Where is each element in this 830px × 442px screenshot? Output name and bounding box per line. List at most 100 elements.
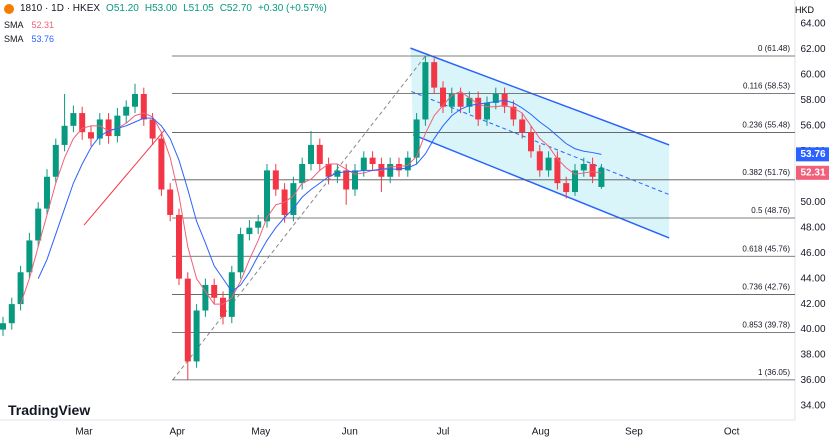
price-badge-label: 52.31 [800, 167, 825, 178]
candle-body [422, 62, 429, 120]
x-tick-label: Jun [342, 427, 358, 438]
candle-body [369, 157, 376, 165]
header: 1810 · 1D · HKEX O51.20 H53.00 L51.05 C5… [4, 3, 327, 14]
legend-value: 53.76 [31, 34, 55, 44]
candle-body [255, 221, 262, 228]
candle-body [413, 119, 420, 158]
candle-body [360, 157, 367, 171]
candle-body [79, 113, 86, 133]
ohlc-close: C52.70 [219, 3, 252, 14]
candle-body [237, 234, 244, 273]
ohlc-low: L51.05 [183, 3, 214, 14]
fib-label: 0.236 (55.48) [742, 121, 790, 130]
x-tick-label: Apr [169, 427, 185, 438]
candle-body [545, 157, 552, 171]
candle-body [193, 310, 200, 362]
candle-body [431, 62, 438, 88]
candle-body [105, 119, 112, 137]
candle-body [387, 164, 394, 177]
x-tick-label: Sep [625, 427, 643, 438]
candle-body [492, 93, 499, 103]
legend-entry[interactable]: SMA 53.76 [4, 34, 54, 44]
y-tick-label: 58.00 [800, 95, 825, 106]
candle-body [457, 93, 464, 107]
candle-body [404, 157, 411, 171]
candle-body [158, 138, 165, 190]
candle-body [140, 93, 147, 120]
channel-lower [412, 134, 670, 239]
candle-body [0, 323, 6, 330]
fib-label: 0.853 (39.78) [742, 320, 790, 329]
trendline [83, 129, 166, 226]
candle-body [589, 164, 596, 177]
fib-label: 0.382 (51.76) [742, 168, 790, 177]
price-badge [796, 165, 829, 180]
y-tick-label: 56.00 [800, 120, 825, 131]
fib-label: 0.618 (45.76) [742, 244, 790, 253]
y-tick-label: 46.00 [800, 248, 825, 259]
y-tick-label: 48.00 [800, 222, 825, 233]
candle-body [519, 119, 526, 133]
candle-body [466, 97, 473, 107]
symbol[interactable]: 1810 · 1D · HKEX [20, 3, 101, 14]
candle-body [307, 144, 314, 165]
candle-body [123, 106, 130, 116]
price-badge [796, 147, 829, 162]
candle-body [395, 164, 402, 171]
legend-value: 52.31 [31, 20, 55, 30]
candle-body [351, 170, 358, 190]
candle-body [114, 115, 121, 137]
candle-body [87, 132, 94, 139]
candle-body [571, 170, 578, 193]
fib-label: 1 (36.05) [758, 368, 790, 377]
currency: HKD [794, 5, 814, 15]
candle-body [70, 113, 77, 126]
y-tick-label: 34.00 [800, 401, 825, 412]
candle-body [475, 97, 482, 120]
candle-body [219, 297, 226, 317]
candle-body [246, 227, 253, 235]
y-tick-label: 36.00 [800, 375, 825, 386]
channel-middle [411, 90, 670, 196]
candle-body [536, 151, 543, 171]
candle-body [343, 170, 350, 190]
fib-label: 0 (61.48) [758, 44, 790, 53]
fib-label: 0.736 (42.76) [742, 283, 790, 292]
candle-body [483, 102, 490, 120]
candle-body [334, 170, 341, 177]
x-tick-label: Oct [724, 427, 740, 438]
channel-fill [410, 48, 670, 238]
candle-body [8, 304, 15, 324]
x-tick-label: May [251, 427, 270, 438]
candle-body [35, 208, 42, 241]
price-badge-label: 53.76 [800, 149, 825, 160]
candle-body [149, 119, 156, 139]
ohlc-open: O51.20 [106, 3, 139, 14]
candle-body [61, 125, 68, 145]
x-tick-label: Mar [75, 427, 93, 438]
candle-body [598, 167, 605, 187]
ohlc-high: H53.00 [144, 3, 178, 14]
y-tick-label: 38.00 [800, 350, 825, 361]
candle-body [563, 183, 570, 193]
trendline [172, 55, 426, 381]
candle-body [43, 176, 50, 209]
candle-body [510, 106, 517, 120]
candle-body [580, 164, 587, 171]
sma-line [37, 99, 602, 293]
legend-name: SMA [4, 34, 24, 44]
fib-label: 0.116 (58.53) [743, 82, 790, 91]
candle-body [299, 164, 306, 184]
legend-entry[interactable]: SMA 52.31 [4, 20, 54, 30]
candle-body [52, 144, 59, 177]
logo-dot [4, 3, 14, 14]
channel-upper [410, 47, 670, 146]
legend-name: SMA [4, 20, 24, 30]
y-tick-label: 62.00 [800, 44, 825, 55]
y-tick-label: 42.00 [800, 299, 825, 310]
candle-body [228, 272, 235, 317]
candle-body [448, 93, 455, 107]
candle-body [26, 240, 33, 273]
candle-body [17, 272, 24, 305]
